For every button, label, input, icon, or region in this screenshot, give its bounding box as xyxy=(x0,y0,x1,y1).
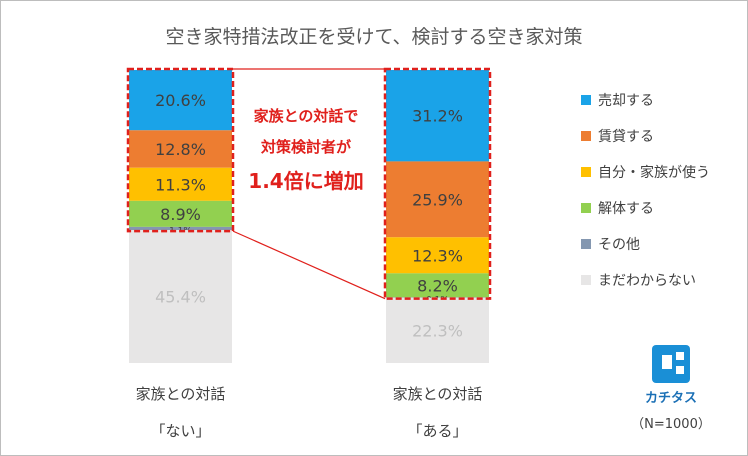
category-label-1-line-1: 家族との対話 xyxy=(136,385,226,403)
bar-segment-2-3 xyxy=(386,237,489,274)
brand-logo: カチタス xyxy=(645,345,697,406)
category-label-2-line-2: 「ある」 xyxy=(407,422,467,440)
highlight-boxes xyxy=(126,67,492,300)
bar-segment-2-6 xyxy=(386,297,489,363)
bar-segment-2-4 xyxy=(386,273,489,298)
bars: 20.6%12.8%11.3%8.9%1.1%45.4%家族との対話「ない」31… xyxy=(129,70,489,440)
legend-label-3: 自分・家族が使う xyxy=(598,164,710,181)
legend-label-6: まだわからない xyxy=(598,273,696,289)
data-label-2-3: 12.3% xyxy=(412,246,463,265)
legend-label-1: 売却する xyxy=(598,93,654,109)
highlight-connectors xyxy=(232,68,386,300)
bar-segment-1-2 xyxy=(129,130,232,168)
bar-segment-1-1 xyxy=(129,70,232,131)
katitas-logo-icon xyxy=(652,345,690,383)
annotation-line-3: 1.4倍に増加 xyxy=(248,169,363,193)
logo-text: カチタス xyxy=(645,391,697,406)
data-label-2-1: 31.2% xyxy=(412,107,463,126)
data-label-1-2: 12.8% xyxy=(155,140,206,159)
data-label-2-2: 25.9% xyxy=(412,190,463,209)
chart-title: 空き家特措法改正を受けて、検討する空き家対策 xyxy=(165,26,582,48)
legend-label-2: 賃貸する xyxy=(598,129,654,145)
legend-swatch-6 xyxy=(581,275,591,285)
highlight-box-1 xyxy=(126,67,235,233)
bar-segment-2-2 xyxy=(386,161,489,238)
legend-swatch-1 xyxy=(581,95,591,105)
connector-bottom xyxy=(232,230,386,300)
bar-segment-1-3 xyxy=(129,167,232,201)
category-label-1-line-2: 「ない」 xyxy=(150,422,210,440)
data-label-2-4: 8.2% xyxy=(417,276,458,295)
sample-size-label: （N=1000） xyxy=(631,417,711,432)
data-label-1-6: 45.4% xyxy=(155,288,206,307)
bar-segment-2-1 xyxy=(386,70,489,162)
data-label-1-4: 8.9% xyxy=(160,205,201,224)
bar-segment-1-6 xyxy=(129,230,232,363)
category-label-2-line-1: 家族との対話 xyxy=(393,385,483,403)
legend-label-4: 解体する xyxy=(598,201,654,217)
legend-label-5: その他 xyxy=(598,237,640,253)
bar-segment-1-4 xyxy=(129,200,232,227)
data-label-1-1: 20.6% xyxy=(155,91,206,110)
data-label-1-3: 11.3% xyxy=(155,175,206,194)
legend-swatch-3 xyxy=(581,167,591,177)
annotation-line-1: 家族との対話で xyxy=(254,107,359,125)
legend-swatch-5 xyxy=(581,239,591,249)
legend-swatch-4 xyxy=(581,203,591,213)
annotation: 家族との対話で 対策検討者が 1.4倍に増加 xyxy=(248,107,363,193)
annotation-line-2: 対策検討者が xyxy=(260,138,352,156)
data-label-2-6: 22.3% xyxy=(412,321,463,340)
bar-segment-1-5 xyxy=(129,226,232,231)
highlight-box-2 xyxy=(383,67,492,300)
legend-swatch-2 xyxy=(581,131,591,141)
